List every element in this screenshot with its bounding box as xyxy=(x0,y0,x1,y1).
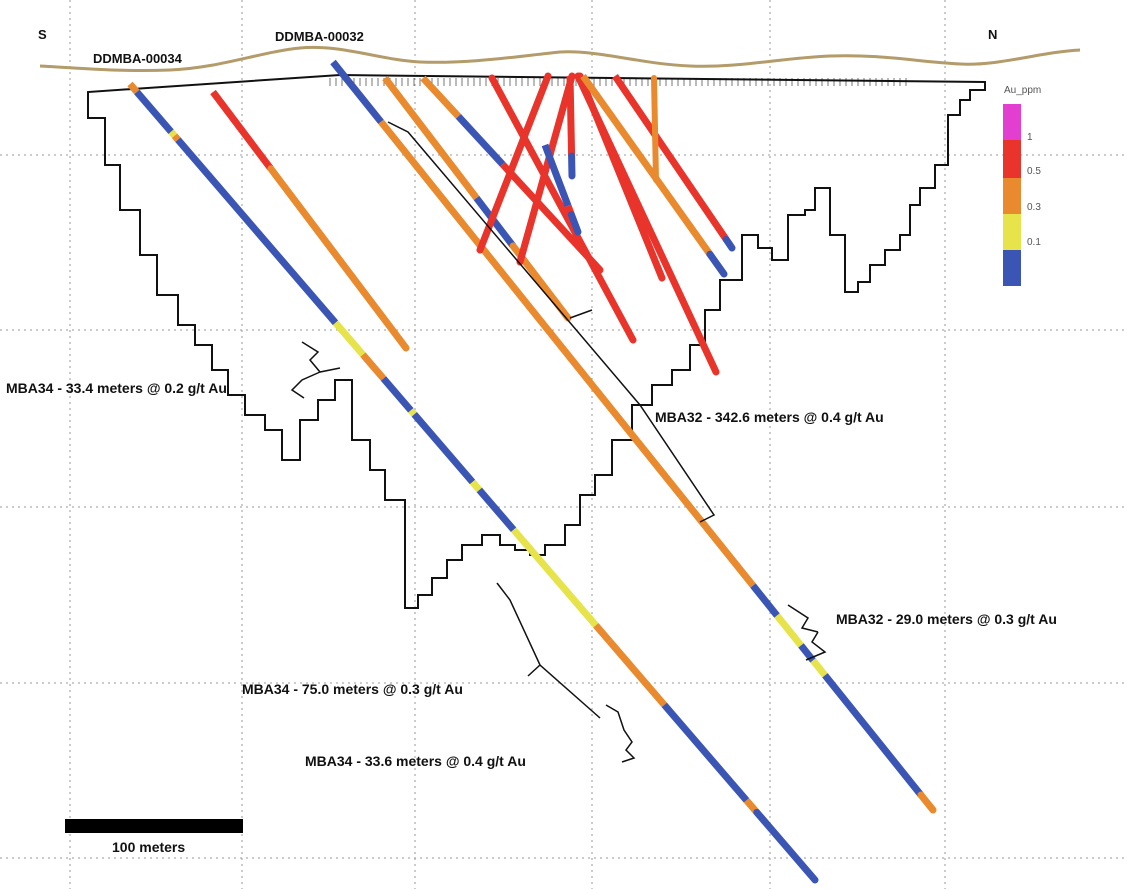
hole-ddmba-00034 xyxy=(127,81,819,884)
hole-ddmba-00032-interval xyxy=(678,493,756,588)
hole-ddmba-00032 xyxy=(330,59,937,814)
hole-ddmba-00034-interval xyxy=(606,638,667,708)
intercept-brackets xyxy=(290,121,827,763)
legend-swatch-blue xyxy=(1003,250,1021,286)
hole-f xyxy=(516,72,576,266)
legend-tick-0-1: 0.1 xyxy=(1027,237,1041,248)
hole-ddmba-00034-interval xyxy=(411,412,476,485)
legend-swatch-red xyxy=(1003,140,1021,178)
bracket-mba34-b xyxy=(496,582,601,719)
bracket-mba34-a xyxy=(290,341,341,399)
hole-ddmba-00032-interval xyxy=(822,673,924,798)
intercept-mba34-a: MBA34 - 33.4 meters @ 0.2 g/t Au xyxy=(6,380,227,396)
hole-a xyxy=(210,89,410,352)
hole-ddmba-00034-interval xyxy=(753,808,819,884)
scale-bar-label: 100 meters xyxy=(112,839,186,855)
hole-ddmba-00034-interval xyxy=(408,408,417,417)
drill-holes xyxy=(127,59,937,884)
hole-e xyxy=(476,72,552,254)
intercept-mba32-a: MBA32 - 342.6 meters @ 0.4 g/t Au xyxy=(655,409,884,425)
legend-swatch-magenta xyxy=(1003,104,1021,140)
surface-sample-ticks xyxy=(329,78,907,86)
bracket-mba32-a xyxy=(387,121,716,523)
legend-tick-0-5: 0.5 xyxy=(1027,166,1041,177)
hole-d-interval xyxy=(488,74,637,344)
hole-ddmba-00034-interval xyxy=(510,527,599,628)
hole-e-interval xyxy=(476,72,552,254)
hole-ddmba-00034-interval xyxy=(134,89,174,135)
hole-d xyxy=(488,74,637,344)
hole-i xyxy=(580,73,728,278)
hole-ddmba-00034-interval xyxy=(661,702,750,803)
hole-c-interval xyxy=(420,75,461,119)
pit-shell-outline xyxy=(87,73,986,609)
hole-j-interval xyxy=(612,74,730,242)
hole-ddmba-00034-interval xyxy=(175,137,339,326)
legend-swatch-orange xyxy=(1003,178,1021,214)
south-label: S xyxy=(38,27,47,42)
hole-label-00032: DDMBA-00032 xyxy=(275,29,364,44)
hole-ddmba-00034-interval xyxy=(360,352,387,381)
hole-f-interval xyxy=(516,72,576,266)
hole-a-interval xyxy=(210,89,274,171)
legend-tick-1: 1 xyxy=(1027,132,1033,143)
hole-ddmba-00032-interval xyxy=(810,658,828,678)
hole-i-interval xyxy=(580,73,713,257)
hole-c-interval xyxy=(455,114,506,167)
hole-j-interval xyxy=(722,235,736,252)
topography-line xyxy=(39,45,1081,73)
hole-a-interval xyxy=(267,165,410,352)
hole-l-interval xyxy=(651,75,659,183)
hole-m-interval xyxy=(541,143,572,208)
hole-ddmba-00034-interval xyxy=(476,487,517,533)
hole-ddmba-00034-interval xyxy=(593,622,613,644)
hole-k-interval xyxy=(566,75,576,157)
bracket-mba32-b xyxy=(787,604,827,661)
hole-ddmba-00034-interval xyxy=(469,479,483,493)
hole-m xyxy=(541,143,582,236)
hole-ddmba-00032-interval xyxy=(917,791,937,814)
au-legend xyxy=(1003,104,1021,286)
hole-ddmba-00032-interval xyxy=(750,583,780,618)
intercept-mba32-b: MBA32 - 29.0 meters @ 0.3 g/t Au xyxy=(836,611,1057,627)
legend-tick-0-3: 0.3 xyxy=(1027,202,1041,213)
hole-h xyxy=(576,72,666,282)
hole-k xyxy=(566,75,576,180)
hole-ddmba-00034-interval xyxy=(168,129,178,139)
hole-ddmba-00034-interval xyxy=(127,81,140,95)
hole-ddmba-00032-interval xyxy=(378,119,684,499)
hole-b-interval xyxy=(382,75,480,201)
bracket-mba34-c xyxy=(605,704,636,763)
intercept-mba34-c: MBA34 - 33.6 meters @ 0.4 g/t Au xyxy=(305,753,526,769)
hole-label-00034: DDMBA-00034 xyxy=(93,51,182,66)
hole-ddmba-00032-interval xyxy=(330,59,384,125)
legend-swatch-yellow xyxy=(1003,214,1021,250)
hole-ddmba-00034-interval xyxy=(380,376,414,413)
hole-i-interval xyxy=(706,250,728,278)
hole-j xyxy=(612,74,736,252)
hole-h-interval xyxy=(576,72,666,282)
hole-m-interval xyxy=(567,211,582,236)
scale-bar xyxy=(65,819,243,833)
intercept-mba34-b: MBA34 - 75.0 meters @ 0.3 g/t Au xyxy=(242,681,463,697)
legend-title: Au_ppm xyxy=(1004,85,1042,96)
hole-b-interval xyxy=(473,195,516,249)
hole-ddmba-00034-interval xyxy=(332,320,366,357)
hole-ddmba-00032-interval xyxy=(774,613,804,648)
hole-ddmba-00034-interval xyxy=(171,133,181,143)
hole-l xyxy=(651,75,659,183)
north-label: N xyxy=(988,27,998,42)
